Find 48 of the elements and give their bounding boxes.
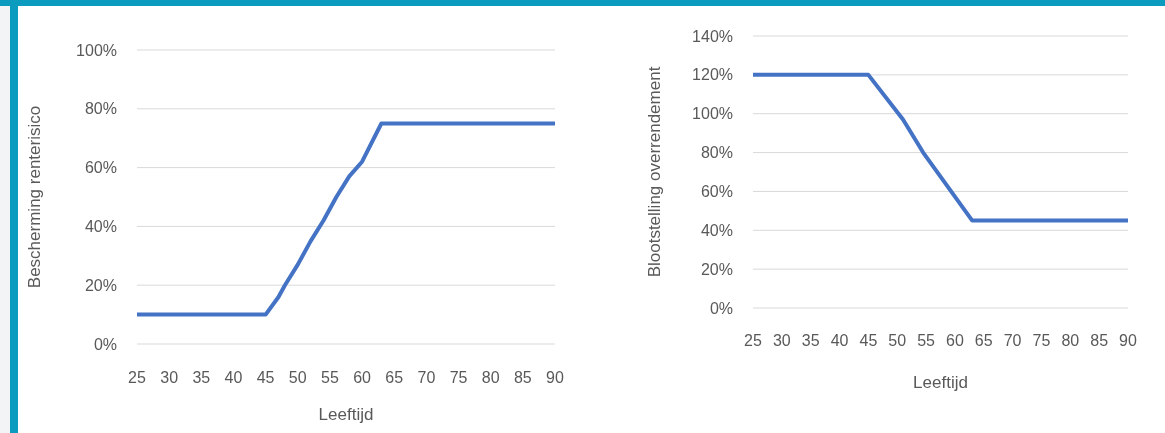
x-tick-label: 65 xyxy=(974,332,993,349)
y-tick-label: 140% xyxy=(692,27,733,45)
x-tick-label: 50 xyxy=(888,332,907,349)
x-tick-label: 60 xyxy=(353,369,372,386)
x-tick-label: 80 xyxy=(1061,332,1080,349)
y-tick-label: 20% xyxy=(84,276,117,294)
x-tick-label: 25 xyxy=(128,369,146,386)
x-tick-label: 85 xyxy=(513,369,532,386)
x-tick-label: 35 xyxy=(192,369,211,386)
x-tick-label: 55 xyxy=(321,369,339,386)
x-tick-label: 30 xyxy=(160,369,179,386)
x-axis-title: Leeftijd xyxy=(318,405,374,424)
y-tick-label: 20% xyxy=(700,260,733,278)
x-tick-label: 85 xyxy=(1090,332,1109,349)
y-tick-label: 120% xyxy=(692,66,733,84)
x-tick-label: 70 xyxy=(417,369,436,386)
x-tick-label: 90 xyxy=(546,369,564,386)
x-tick-label: 40 xyxy=(224,369,243,386)
x-tick-label: 75 xyxy=(449,369,468,386)
x-tick-label: 70 xyxy=(1003,332,1022,349)
y-tick-label: 60% xyxy=(700,183,733,201)
line-series xyxy=(135,121,557,317)
y-tick-label: 0% xyxy=(93,335,117,353)
x-tick-label: 80 xyxy=(481,369,500,386)
x-axis-title: Leeftijd xyxy=(913,373,968,392)
x-tick-label: 25 xyxy=(744,332,762,349)
y-tick-label: 80% xyxy=(700,144,733,162)
y-tick-label: 40% xyxy=(84,218,117,235)
y-tick-label: 80% xyxy=(84,100,117,118)
x-tick-label: 50 xyxy=(288,369,307,386)
x-tick-label: 45 xyxy=(859,332,878,349)
y-axis-title: Bescherming renterisico xyxy=(25,105,44,289)
y-tick-label: 0% xyxy=(709,299,733,317)
x-tick-label: 55 xyxy=(917,332,936,349)
y-tick-label: 60% xyxy=(84,159,117,177)
x-tick-label: 90 xyxy=(1119,332,1137,349)
y-tick-label: 100% xyxy=(76,41,117,59)
y-tick-label: 100% xyxy=(692,105,733,123)
x-tick-label: 40 xyxy=(830,332,849,349)
y-tick-label: 40% xyxy=(700,221,733,239)
x-tick-label: 75 xyxy=(1032,332,1051,349)
x-tick-label: 65 xyxy=(385,369,404,386)
line-series xyxy=(751,72,1130,223)
x-tick-label: 45 xyxy=(256,369,275,386)
x-tick-label: 35 xyxy=(801,332,820,349)
x-tick-label: 30 xyxy=(772,332,791,349)
y-axis-title: Blootstelling overrendement xyxy=(645,66,664,278)
x-tick-label: 60 xyxy=(946,332,964,349)
